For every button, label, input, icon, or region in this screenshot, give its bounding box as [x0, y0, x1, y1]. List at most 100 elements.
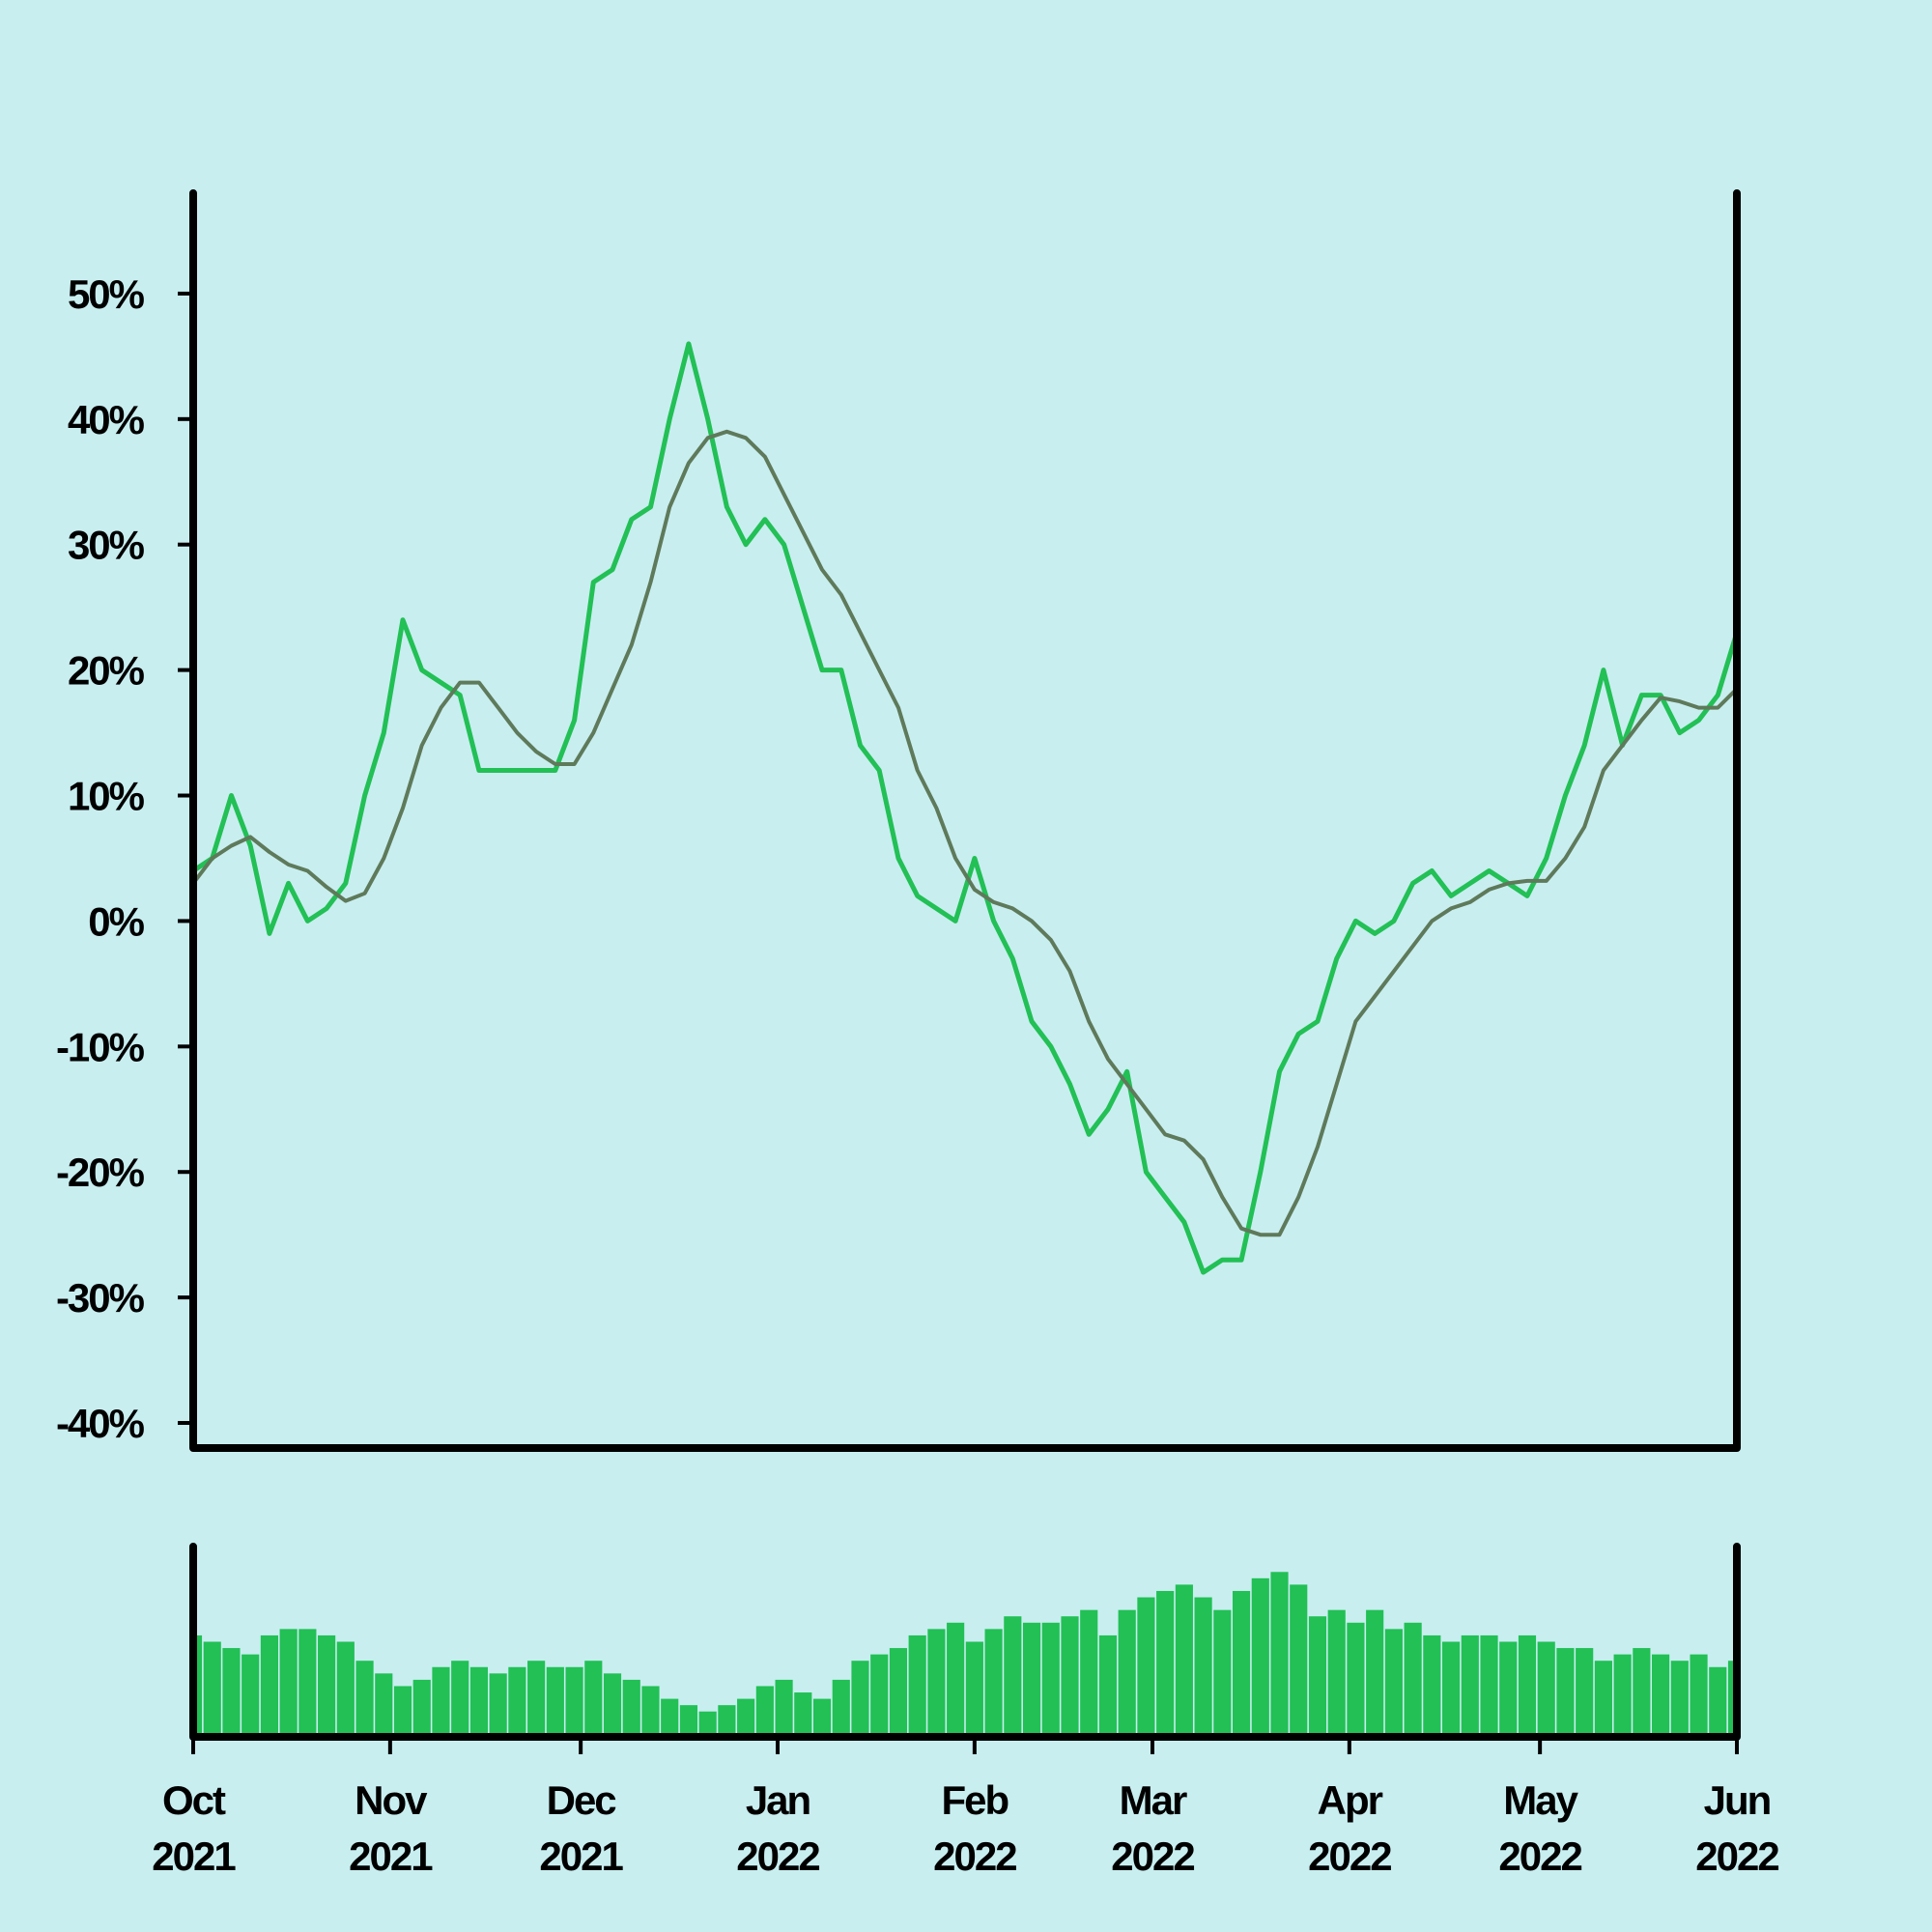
volume-bar: [812, 1698, 832, 1737]
volume-bar: [1118, 1609, 1136, 1737]
volume-bar: [1633, 1648, 1651, 1737]
y-tick-label: -20%: [56, 1150, 145, 1195]
volume-bar: [451, 1661, 469, 1737]
volume-bar: [565, 1666, 583, 1737]
series-line: [191, 341, 1740, 1275]
x-tick-label: Apr 2022: [1308, 1777, 1391, 1879]
volume-bar: [508, 1666, 526, 1737]
volume-bar: [1022, 1622, 1041, 1737]
volume-bar: [794, 1692, 812, 1737]
x-tick-label: May 2022: [1498, 1777, 1581, 1879]
volume-bar: [1308, 1616, 1327, 1737]
volume-bar: [1366, 1609, 1384, 1737]
volume-bar: [1576, 1648, 1594, 1737]
axis-frame: [189, 1543, 1741, 1741]
volume-bar: [489, 1673, 507, 1737]
volume-bar: [851, 1661, 869, 1737]
volume-bar: [242, 1654, 260, 1737]
volume-bar: [889, 1648, 908, 1737]
volume-bar: [298, 1629, 317, 1737]
volume-bar: [679, 1705, 698, 1737]
volume-bar: [197, 1634, 203, 1737]
y-tick-label: -30%: [56, 1275, 145, 1321]
volume-bar: [203, 1641, 221, 1737]
volume-bar: [755, 1686, 774, 1737]
volume-bar: [1175, 1584, 1193, 1737]
y-tick-label: -10%: [56, 1024, 145, 1069]
volume-bar: [469, 1666, 489, 1737]
volume-bar: [432, 1666, 450, 1737]
volume-bar: [622, 1679, 640, 1737]
volume-bar: [1441, 1641, 1461, 1737]
volume-bar: [737, 1698, 755, 1737]
volume-bar: [1423, 1634, 1441, 1737]
volume-bar: [375, 1673, 393, 1737]
volume-bar: [1156, 1590, 1175, 1737]
volume-bar: [1384, 1629, 1403, 1737]
volume-bar: [870, 1654, 889, 1737]
volume-bar: [1061, 1616, 1079, 1737]
series-line: [191, 429, 1739, 1237]
volume-bar: [947, 1622, 965, 1737]
volume-bar: [1137, 1597, 1155, 1737]
y-tick-label: -40%: [56, 1401, 145, 1446]
volume-bar: [965, 1641, 983, 1737]
volume-bar: [393, 1686, 412, 1737]
x-tick-label: Nov 2021: [349, 1777, 433, 1879]
volume-bar: [1041, 1622, 1060, 1737]
volume-bar: [641, 1686, 660, 1737]
volume-bar: [1098, 1634, 1118, 1737]
volume-bar: [908, 1634, 926, 1737]
volume-bar: [1080, 1609, 1098, 1737]
volume-bar: [1327, 1609, 1346, 1737]
x-tick-label: Dec 2021: [539, 1777, 623, 1879]
volume-bar: [1480, 1634, 1498, 1737]
volume-bar: [718, 1705, 736, 1737]
x-tick-label: Mar 2022: [1111, 1777, 1194, 1879]
volume-bar: [527, 1661, 546, 1737]
volume-bar: [355, 1661, 374, 1737]
volume-bar: [603, 1673, 622, 1737]
y-tick-label: 50%: [68, 271, 145, 317]
axis-frame: [189, 189, 1741, 1452]
y-tick-label: 30%: [68, 523, 145, 568]
volume-bar: [1537, 1641, 1555, 1737]
x-tick-label: Feb 2022: [933, 1777, 1016, 1879]
y-tick-label: 10%: [68, 774, 145, 819]
volume-bar: [698, 1711, 717, 1737]
x-tick-label: Jun 2022: [1695, 1777, 1778, 1879]
volume-bar: [1499, 1641, 1518, 1737]
volume-bar: [1213, 1609, 1232, 1737]
volume-bar: [1461, 1634, 1479, 1737]
volume-bar: [832, 1679, 850, 1737]
volume-bar: [412, 1679, 431, 1737]
volume-bar: [584, 1661, 603, 1737]
volume-bar: [1556, 1648, 1575, 1737]
volume-bar: [1709, 1666, 1727, 1737]
volume-bar: [336, 1641, 355, 1737]
y-tick-label: 0%: [88, 898, 144, 944]
volume-bar: [1404, 1622, 1422, 1737]
x-tick-label: Jan 2022: [736, 1777, 819, 1879]
x-tick-label: Oct 2021: [152, 1777, 236, 1879]
volume-bar: [1518, 1634, 1537, 1737]
volume-bar: [1270, 1572, 1289, 1737]
volume-bar: [1652, 1654, 1670, 1737]
volume-bar: [1290, 1584, 1308, 1737]
y-tick-label: 40%: [68, 397, 145, 442]
volume-bar: [927, 1629, 946, 1737]
volume-bar: [1613, 1654, 1632, 1737]
volume-bar: [1194, 1597, 1212, 1737]
volume-bar: [1727, 1661, 1733, 1737]
volume-bar: [318, 1634, 336, 1737]
volume-bar: [661, 1698, 679, 1737]
volume-bar: [260, 1634, 278, 1737]
volume-bar: [1690, 1654, 1708, 1737]
volume-bar: [1004, 1616, 1022, 1737]
volume-bar: [1251, 1577, 1269, 1737]
volume-bar: [1670, 1661, 1689, 1737]
volume-bar: [546, 1666, 564, 1737]
volume-bar: [984, 1629, 1003, 1737]
